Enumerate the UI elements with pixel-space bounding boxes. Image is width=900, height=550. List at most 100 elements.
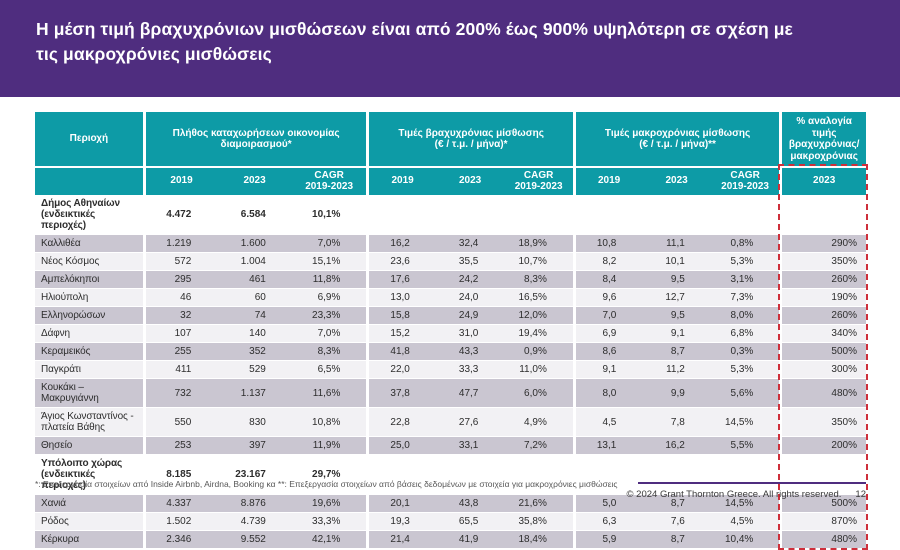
year-header-row: 2019 2023 CAGR 2019-2023 2019 2023 CAGR … bbox=[35, 166, 866, 195]
value-cell: 15,8 bbox=[366, 307, 436, 325]
value-cell: 8,7 bbox=[642, 343, 711, 361]
value-cell: 4,5% bbox=[710, 513, 780, 531]
value-cell: 5,5% bbox=[710, 437, 780, 455]
group-header-row: Περιοχή Πλήθος καταχωρήσεων οικονομίας δ… bbox=[35, 112, 866, 166]
value-cell: 11,6% bbox=[291, 379, 367, 408]
value-cell: 23,3% bbox=[291, 307, 367, 325]
value-cell: 22,0 bbox=[366, 361, 436, 379]
value-cell bbox=[572, 455, 643, 495]
value-cell: 10,8 bbox=[572, 235, 643, 253]
ratio-cell bbox=[779, 455, 866, 495]
value-cell: 572 bbox=[142, 253, 218, 271]
long-2019-header: 2019 bbox=[572, 166, 643, 195]
value-cell: 6.584 bbox=[217, 195, 292, 235]
region-cell: Δήμος Αθηναίων (ενδεικτικές περιοχές) bbox=[35, 195, 143, 235]
value-cell: 11,8% bbox=[291, 271, 367, 289]
listings-cagr-header: CAGR 2019-2023 bbox=[291, 166, 367, 195]
value-cell: 10,8% bbox=[291, 408, 367, 437]
value-cell: 10,1% bbox=[291, 195, 367, 235]
table-row: Κεραμεικός 255 352 8,3% 41,8 43,3 0,9% 8,6 8,7 0,… bbox=[35, 343, 866, 361]
value-cell: 43,8 bbox=[435, 495, 505, 513]
table-row: Κέρκυρα 2.346 9.552 42,1% 21,4 41,9 18,4% 5,9 8,… bbox=[35, 531, 866, 549]
value-cell: 19,6% bbox=[291, 495, 367, 513]
ratio-cell: 340% bbox=[779, 325, 866, 343]
value-cell: 529 bbox=[217, 361, 292, 379]
value-cell: 47,7 bbox=[435, 379, 505, 408]
value-cell: 7,0% bbox=[291, 235, 367, 253]
value-cell: 461 bbox=[217, 271, 292, 289]
value-cell: 16,2 bbox=[642, 437, 711, 455]
value-cell: 5,3% bbox=[710, 253, 780, 271]
ratio-cell bbox=[779, 195, 866, 235]
value-cell bbox=[710, 195, 780, 235]
value-cell bbox=[642, 455, 711, 495]
value-cell: 16,2 bbox=[366, 235, 436, 253]
value-cell: 0,3% bbox=[710, 343, 780, 361]
value-cell: 18,4% bbox=[504, 531, 573, 549]
value-cell bbox=[366, 195, 436, 235]
value-cell: 6,0% bbox=[504, 379, 573, 408]
value-cell: 24,2 bbox=[435, 271, 505, 289]
value-cell: 29,7% bbox=[291, 455, 367, 495]
ratio-cell: 300% bbox=[779, 361, 866, 379]
value-cell: 25,0 bbox=[366, 437, 436, 455]
copyright-text: © 2024 Grant Thornton Greece. All rights… bbox=[626, 489, 842, 500]
slide-title-line1: Η μέση τιμή βραχυχρόνιων μισθώσεων είναι… bbox=[36, 19, 793, 39]
value-cell: 21,4 bbox=[366, 531, 436, 549]
value-cell: 21,6% bbox=[504, 495, 573, 513]
value-cell: 8,0% bbox=[710, 307, 780, 325]
value-cell: 550 bbox=[142, 408, 218, 437]
value-cell bbox=[710, 455, 780, 495]
value-cell: 6,9% bbox=[291, 289, 367, 307]
region-cell: Ρόδος bbox=[35, 513, 143, 531]
table-row: Άγιος Κωνσταντίνος - πλατεία Βάθης 550 830… bbox=[35, 408, 866, 437]
value-cell: 253 bbox=[142, 437, 218, 455]
value-cell: 8,6 bbox=[572, 343, 643, 361]
value-cell: 1.219 bbox=[142, 235, 218, 253]
value-cell: 23,6 bbox=[366, 253, 436, 271]
region-cell: Καλλιθέα bbox=[35, 235, 143, 253]
region-column-header: Περιοχή bbox=[35, 112, 143, 166]
ratio-cell: 200% bbox=[779, 437, 866, 455]
value-cell: 31,0 bbox=[435, 325, 505, 343]
value-cell: 22,8 bbox=[366, 408, 436, 437]
value-cell: 10,1 bbox=[642, 253, 711, 271]
table-container: Περιοχή Πλήθος καταχωρήσεων οικονομίας δ… bbox=[35, 112, 868, 550]
ratio-cell: 350% bbox=[779, 253, 866, 271]
value-cell: 8.185 bbox=[142, 455, 218, 495]
value-cell: 33,3% bbox=[291, 513, 367, 531]
region-cell: Παγκράτι bbox=[35, 361, 143, 379]
table-row: Νέος Κόσμος 572 1.004 15,1% 23,6 35,5 10,7% 8,2… bbox=[35, 253, 866, 271]
value-cell: 7,0 bbox=[572, 307, 643, 325]
value-cell: 24,0 bbox=[435, 289, 505, 307]
value-cell: 60 bbox=[217, 289, 292, 307]
value-cell: 17,6 bbox=[366, 271, 436, 289]
value-cell: 15,2 bbox=[366, 325, 436, 343]
group-header-ratio: % αναλογία τιμής βραχυχρόνιας/ μακροχρόν… bbox=[779, 112, 866, 166]
listings-2023-header: 2023 bbox=[217, 166, 292, 195]
value-cell: 8,7 bbox=[642, 531, 711, 549]
value-cell: 11,2 bbox=[642, 361, 711, 379]
value-cell: 33,3 bbox=[435, 361, 505, 379]
value-cell: 16,5% bbox=[504, 289, 573, 307]
region-cell: Υπόλοιπο χώρας (ενδεικτικές περιοχές) bbox=[35, 455, 143, 495]
value-cell: 397 bbox=[217, 437, 292, 455]
value-cell: 12,7 bbox=[642, 289, 711, 307]
ratio-cell: 480% bbox=[779, 531, 866, 549]
value-cell: 41,9 bbox=[435, 531, 505, 549]
value-cell: 8,3% bbox=[291, 343, 367, 361]
value-cell: 1.004 bbox=[217, 253, 292, 271]
value-cell bbox=[504, 455, 573, 495]
slide-title-line2: τις μακροχρόνιες μισθώσεις bbox=[36, 44, 272, 64]
value-cell: 411 bbox=[142, 361, 218, 379]
value-cell: 4.337 bbox=[142, 495, 218, 513]
table-row: Ηλιούπολη 46 60 6,9% 13,0 24,0 16,5% 9,6 12,7 7,3… bbox=[35, 289, 866, 307]
value-cell: 295 bbox=[142, 271, 218, 289]
value-cell: 5,3% bbox=[710, 361, 780, 379]
value-cell: 7,0% bbox=[291, 325, 367, 343]
table-row: Ρόδος 1.502 4.739 33,3% 19,3 65,5 35,8% 6,3 7,6 4… bbox=[35, 513, 866, 531]
value-cell bbox=[504, 195, 573, 235]
value-cell: 2.346 bbox=[142, 531, 218, 549]
value-cell: 0,8% bbox=[710, 235, 780, 253]
